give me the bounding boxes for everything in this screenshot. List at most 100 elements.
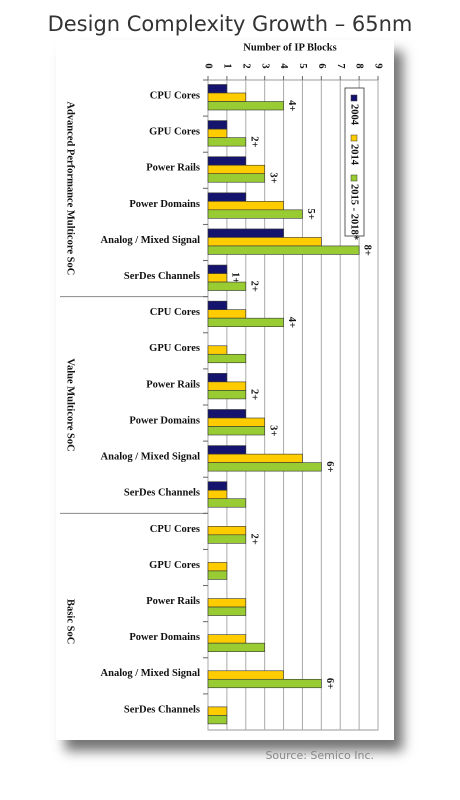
legend-box (344, 87, 365, 237)
value-label: 1+ (229, 272, 240, 283)
bar (207, 101, 284, 111)
bar (207, 598, 247, 608)
bar (207, 562, 228, 572)
y-tick-label: SerDes Channels (124, 488, 200, 499)
bar (207, 570, 228, 580)
bar (207, 390, 247, 400)
bar (207, 309, 247, 319)
value-label: 2+ (248, 281, 259, 292)
y-tick-label: CPU Cores (150, 524, 200, 535)
bar (207, 481, 228, 491)
bar (207, 715, 228, 725)
y-tick-label: GPU Cores (149, 343, 200, 354)
bar (207, 237, 322, 247)
group-label: Basic SoC (65, 599, 76, 644)
bar (207, 453, 303, 463)
bar (207, 245, 360, 255)
bar (207, 137, 247, 147)
y-tick-label: Analog / Mixed Signal (101, 235, 201, 246)
bar (207, 526, 247, 536)
y-tick-label: CPU Cores (150, 307, 200, 318)
value-label: 2+ (248, 136, 259, 147)
bar (207, 445, 247, 455)
chart-title: Design Complexity Growth – 65nm (48, 12, 413, 36)
legend-label: 2004 (349, 104, 360, 126)
value-label: 8+ (362, 245, 373, 256)
bar (207, 201, 284, 211)
value-label: 2+ (248, 533, 259, 544)
legend-swatch (350, 174, 358, 182)
x-tick-label: 0 (203, 63, 214, 68)
bar (207, 209, 303, 219)
bar (207, 345, 228, 355)
bar (207, 92, 247, 102)
y-tick-label: Analog / Mixed Signal (101, 452, 201, 463)
bar (207, 678, 322, 689)
y-tick-label: Power Rails (146, 379, 200, 390)
y-tick-label: Analog / Mixed Signal (101, 668, 201, 679)
bar (207, 462, 322, 472)
bar (207, 128, 228, 138)
bar (207, 317, 284, 327)
group-label: Value Multicore SoC (65, 358, 76, 451)
bar (207, 373, 228, 383)
bar (207, 84, 228, 94)
x-tick-label: 6 (316, 63, 327, 68)
bar (207, 426, 265, 436)
group-label: Advanced Performance Multicore SoC (65, 101, 76, 275)
y-tick-label: Power Rails (146, 163, 200, 174)
bar (207, 706, 228, 716)
legend-swatch (350, 134, 358, 142)
y-tick-label: CPU Cores (150, 90, 200, 101)
bar (207, 120, 228, 130)
y-tick-label: GPU Cores (149, 560, 200, 571)
value-label: 3+ (267, 425, 278, 436)
x-tick-label: 1 (221, 63, 232, 68)
bar (207, 353, 247, 364)
bar (207, 273, 228, 283)
x-tick-label: 3 (259, 63, 270, 68)
axis-title: Number of IP Blocks (243, 42, 336, 53)
bar (207, 498, 247, 508)
value-label: 4+ (286, 100, 297, 111)
bar (207, 228, 284, 238)
bar (207, 489, 228, 500)
value-label: 3+ (267, 172, 278, 183)
x-tick-label: 4 (278, 63, 289, 69)
source: Source: Semico Inc. (265, 749, 374, 762)
x-tick-label: 5 (297, 63, 308, 68)
bar (207, 417, 265, 427)
value-label: 6+ (324, 678, 335, 689)
bar (207, 300, 228, 310)
x-tick-label: 2 (240, 63, 251, 68)
bar (207, 642, 265, 652)
bar (207, 381, 247, 391)
x-tick-label: 8 (354, 63, 365, 68)
y-tick-label: Power Domains (129, 632, 200, 643)
y-tick-label: Power Rails (146, 596, 200, 607)
bar (207, 534, 247, 544)
bar (207, 634, 247, 644)
bar (207, 264, 228, 274)
x-tick-label: 9 (373, 63, 384, 68)
legend-label: 2015 - 2018* (349, 184, 360, 240)
y-tick-label: Power Domains (129, 199, 200, 210)
y-tick-label: SerDes Channels (124, 704, 200, 715)
y-tick-label: Power Domains (129, 415, 200, 426)
value-label: 2+ (248, 389, 259, 400)
bar (207, 192, 247, 202)
bar (207, 281, 247, 291)
legend-swatch (350, 94, 358, 102)
value-label: 6+ (324, 461, 335, 472)
x-tick-label: 7 (335, 63, 346, 68)
legend-label: 2014 (349, 144, 360, 166)
bar (207, 164, 265, 175)
y-tick-label: SerDes Channels (124, 271, 200, 282)
y-tick-label: GPU Cores (149, 127, 200, 138)
value-label: 5+ (305, 208, 316, 219)
bar (207, 606, 247, 616)
bar (207, 409, 247, 419)
bar (207, 173, 265, 183)
